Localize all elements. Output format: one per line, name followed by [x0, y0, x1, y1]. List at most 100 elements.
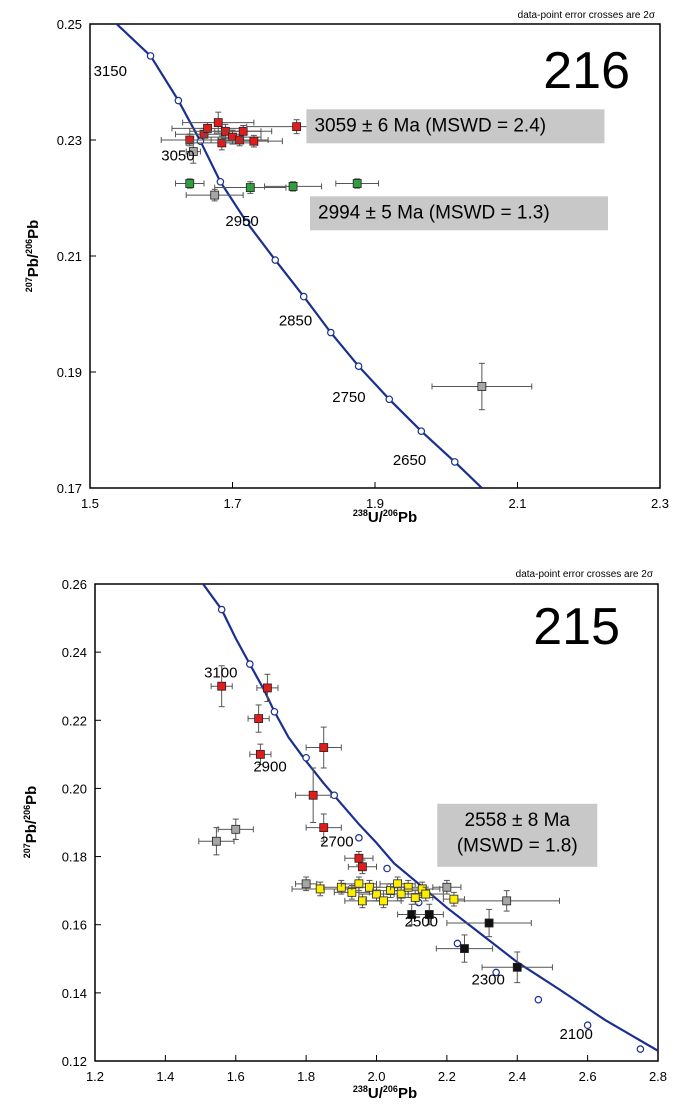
y-axis-label: 207Pb/206Pb — [24, 220, 42, 293]
age-annotation: 2558 ± 8 Ma (MSWD = 1.8) — [437, 803, 598, 867]
x-tick-label: 2.2 — [438, 1069, 456, 1084]
y-tick-label: 0.18 — [62, 850, 87, 865]
age-tick-circle — [217, 605, 226, 614]
x-label-sup1: 238 — [353, 1084, 368, 1094]
point-marker — [288, 181, 298, 191]
point-marker — [245, 183, 255, 192]
x-tick-label: 1.9 — [366, 496, 384, 511]
age-tick-circle — [492, 968, 500, 977]
annotation-text: 2558 ± 8 Ma — [465, 810, 571, 831]
point-marker — [403, 882, 413, 892]
age-tick-circle — [417, 427, 426, 435]
data-point-black — [446, 908, 532, 938]
y-label-sup1: 207 — [22, 843, 32, 858]
y-tick-label: 0.24 — [62, 645, 87, 660]
age-tick-circle — [242, 218, 251, 227]
x-axis-label: 238U/206Pb — [353, 1084, 417, 1102]
x-tick-label: 2.4 — [508, 1069, 526, 1084]
age-tick-circle — [636, 1045, 645, 1053]
annotation-text: 3059 ± 6 Ma (MSWD = 2.4) — [314, 115, 546, 136]
point-marker — [358, 896, 367, 906]
data-point-red — [347, 859, 377, 875]
age-label: 3050 — [161, 147, 194, 164]
x-axis-label: 238U/206Pb — [353, 508, 417, 526]
data-point-red — [305, 813, 342, 842]
data-point-green — [335, 178, 380, 189]
annotation-text: (MSWD = 1.8) — [457, 835, 578, 856]
point-marker — [254, 714, 264, 723]
point-marker — [203, 124, 212, 133]
point-marker — [512, 962, 522, 972]
data-point-gray — [198, 827, 235, 856]
point-marker — [393, 879, 403, 889]
y-label-sup2: 206 — [24, 239, 34, 254]
y-label-end: Pb — [25, 220, 42, 239]
age-label: 2900 — [253, 758, 286, 775]
point-marker — [231, 824, 241, 834]
age-tick-circle — [327, 328, 335, 337]
chart-panel-216: data-point error crosses are 2σ 216 3150… — [24, 10, 669, 526]
axis-ticks: 1.2 1.4 1.6 1.8 2.0 2.2 2.4 2.6 2.8 0.12 0.14 0.16 0… — [62, 577, 667, 1084]
age-label: 2700 — [320, 833, 353, 850]
point-marker — [484, 918, 494, 928]
age-label: 2300 — [472, 971, 505, 988]
data-point-green — [175, 178, 205, 189]
age-annotation: 2994 ± 5 Ma (MSWD = 1.3) — [310, 196, 608, 231]
data-point-red — [249, 743, 272, 766]
y-tick-label: 0.22 — [62, 713, 87, 728]
point-marker — [213, 118, 223, 127]
point-marker — [477, 382, 487, 391]
chart-panel-215: data-point error crosses are 2σ 215 3100… — [22, 569, 667, 1102]
x-tick-label: 1.5 — [81, 496, 99, 511]
point-marker — [210, 190, 220, 200]
age-label: 2500 — [405, 913, 438, 930]
age-tick-circle — [450, 458, 459, 466]
point-marker — [319, 823, 329, 833]
x-tick-label: 1.2 — [86, 1069, 104, 1084]
point-marker — [354, 853, 364, 863]
point-marker — [185, 179, 195, 188]
data-point-red — [247, 704, 270, 733]
x-label-base: U/ — [368, 1085, 384, 1102]
data-point-gray — [185, 188, 244, 202]
age-tick-circle — [583, 1021, 592, 1030]
point-marker — [217, 681, 227, 691]
data-point-black — [435, 934, 494, 963]
age-labels: 3100 2900 2700 2500 2300 2100 — [204, 665, 593, 1043]
x-tick-label: 1.7 — [223, 496, 241, 511]
data-point-yellow — [442, 891, 465, 907]
data-point-green — [214, 181, 287, 194]
data-points — [198, 665, 560, 984]
concordia-line — [115, 24, 483, 488]
y-tick-label: 0.23 — [57, 133, 82, 148]
data-point-red — [210, 665, 233, 708]
point-marker — [442, 882, 452, 892]
point-marker — [188, 147, 198, 157]
age-tick-circle — [216, 177, 225, 186]
age-label: 2950 — [225, 213, 258, 230]
data-point-red — [214, 125, 273, 138]
point-marker — [354, 879, 364, 889]
chart-title: 215 — [533, 598, 620, 656]
x-tick-label: 2.1 — [508, 496, 526, 511]
data-point-black — [481, 951, 553, 984]
age-label: 2100 — [559, 1026, 592, 1043]
y-tick-label: 0.20 — [62, 781, 87, 796]
point-marker — [449, 894, 459, 904]
x-tick-label: 1.4 — [156, 1069, 174, 1084]
age-tick-circle — [383, 864, 391, 873]
y-label-end: Pb — [23, 786, 40, 805]
point-marker — [211, 836, 221, 846]
data-point-gray — [217, 818, 254, 841]
data-points — [160, 111, 533, 411]
age-annotations: 3059 ± 6 Ma (MSWD = 2.4) 2994 ± 5 Ma (MSW… — [306, 109, 608, 231]
point-marker — [292, 122, 302, 132]
point-marker — [235, 135, 245, 145]
error-note: data-point error crosses are 2σ — [518, 10, 656, 21]
y-axis-label: 207Pb/206Pb — [22, 786, 40, 859]
x-tick-label: 1.6 — [227, 1069, 245, 1084]
age-tick-circle — [146, 52, 155, 60]
point-marker — [255, 749, 265, 759]
point-marker — [502, 896, 512, 906]
